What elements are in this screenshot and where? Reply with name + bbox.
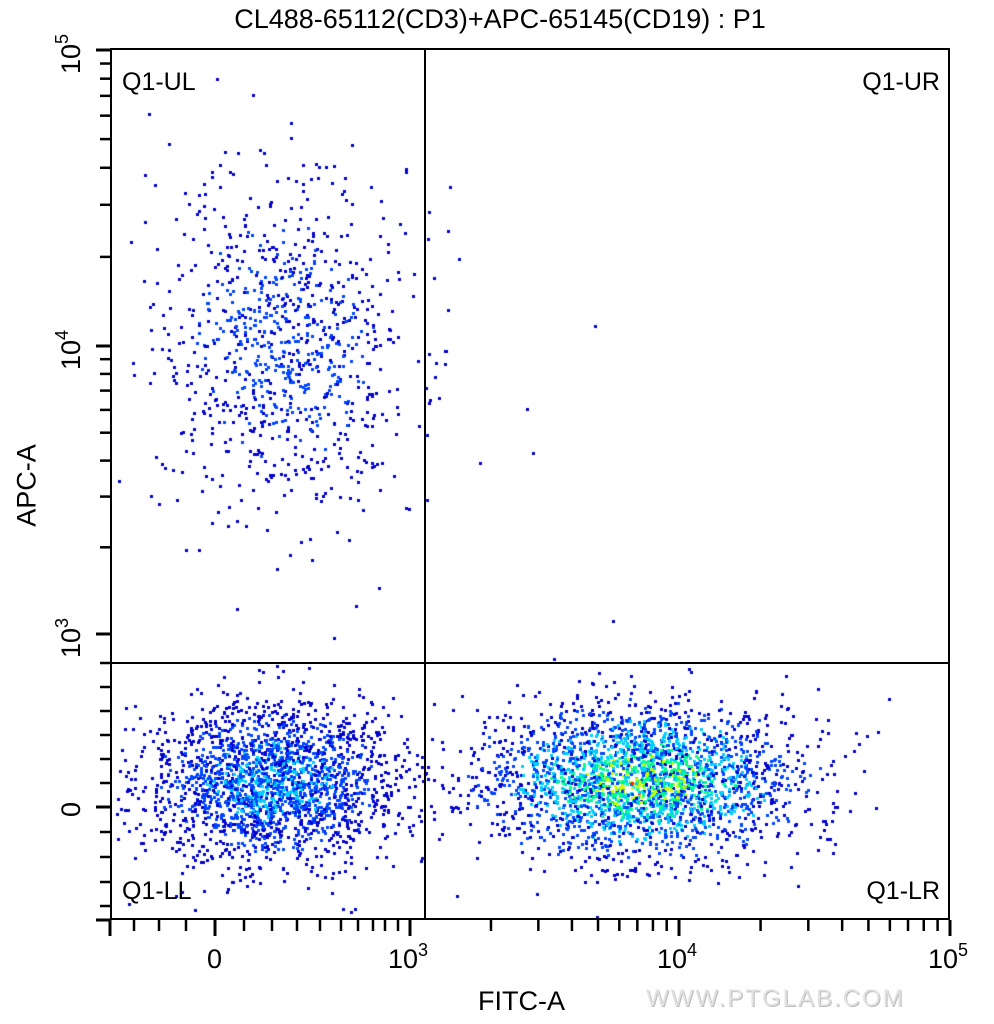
chart-title: CL488-65112(CD3)+APC-65145(CD19) : P1 <box>234 4 766 34</box>
x-tick-label: 105 <box>928 940 969 974</box>
y-tick-label: 103 <box>52 617 86 658</box>
quadrant-label-ur: Q1-UR <box>862 68 940 96</box>
plot-area: Q1-UL Q1-UR Q1-LL Q1-LR <box>110 48 950 920</box>
y-axis-label: APC-A <box>11 444 42 527</box>
y-tick-label: 0 <box>56 801 86 817</box>
quadrant-label-ul: Q1-UL <box>122 68 196 96</box>
x-axis-label: FITC-A <box>478 986 565 1016</box>
y-tick-label: 105 <box>52 33 86 74</box>
quadrant-label-lr: Q1-LR <box>866 877 940 905</box>
scatter-dots <box>112 50 948 918</box>
x-tick-label: 103 <box>388 940 429 974</box>
quadrant-gate-vertical[interactable] <box>424 50 426 918</box>
x-tick-label: 104 <box>657 940 698 974</box>
quadrant-label-ll: Q1-LL <box>122 877 192 905</box>
watermark: WWW.PTGLAB.COM <box>646 985 905 1012</box>
quadrant-gate-horizontal[interactable] <box>112 662 948 664</box>
y-tick-label: 104 <box>52 329 86 370</box>
x-tick-label: 0 <box>207 944 223 974</box>
